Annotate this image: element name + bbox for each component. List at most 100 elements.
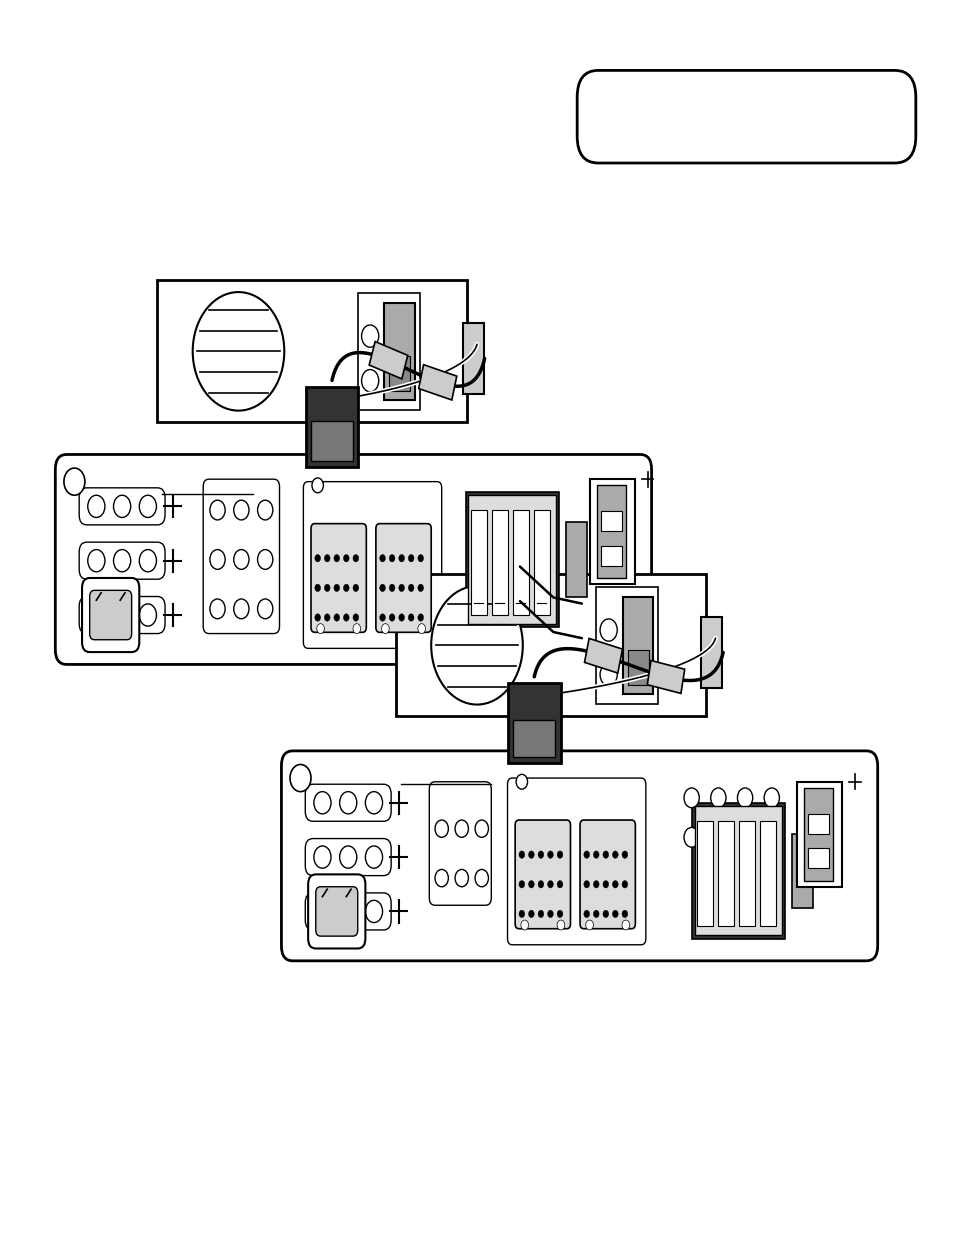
Circle shape xyxy=(417,624,425,634)
Bar xyxy=(803,788,832,881)
Circle shape xyxy=(210,500,225,520)
Circle shape xyxy=(593,851,598,858)
Circle shape xyxy=(475,820,488,837)
Circle shape xyxy=(528,851,534,858)
Circle shape xyxy=(557,881,562,888)
Bar xyxy=(600,511,621,531)
Circle shape xyxy=(417,614,423,621)
Circle shape xyxy=(612,910,618,918)
FancyBboxPatch shape xyxy=(82,578,139,652)
Circle shape xyxy=(339,792,356,814)
Circle shape xyxy=(737,788,752,808)
Circle shape xyxy=(314,792,331,814)
Circle shape xyxy=(353,584,358,592)
Circle shape xyxy=(398,614,404,621)
Circle shape xyxy=(324,584,330,592)
Circle shape xyxy=(583,851,589,858)
Circle shape xyxy=(398,584,404,592)
Circle shape xyxy=(547,851,553,858)
Circle shape xyxy=(683,827,699,847)
Circle shape xyxy=(193,293,284,410)
Circle shape xyxy=(353,614,358,621)
Circle shape xyxy=(257,500,273,520)
FancyBboxPatch shape xyxy=(577,70,915,163)
Circle shape xyxy=(233,550,249,569)
Circle shape xyxy=(88,604,105,626)
Circle shape xyxy=(334,555,339,562)
Bar xyxy=(597,485,625,578)
Bar xyxy=(584,638,621,673)
Circle shape xyxy=(398,555,404,562)
FancyBboxPatch shape xyxy=(303,482,441,648)
Circle shape xyxy=(343,584,349,592)
Circle shape xyxy=(520,920,528,930)
Circle shape xyxy=(593,910,598,918)
Circle shape xyxy=(353,555,358,562)
Circle shape xyxy=(612,851,618,858)
Circle shape xyxy=(361,369,378,391)
Circle shape xyxy=(621,881,627,888)
Circle shape xyxy=(312,478,323,493)
FancyBboxPatch shape xyxy=(429,782,491,905)
Circle shape xyxy=(435,820,448,837)
Circle shape xyxy=(314,584,320,592)
Circle shape xyxy=(455,869,468,887)
Bar xyxy=(389,356,410,391)
Circle shape xyxy=(518,851,524,858)
Circle shape xyxy=(557,920,564,930)
Circle shape xyxy=(324,555,330,562)
Circle shape xyxy=(88,550,105,572)
Circle shape xyxy=(314,900,331,923)
Bar xyxy=(395,574,705,716)
Circle shape xyxy=(379,614,385,621)
Circle shape xyxy=(455,820,468,837)
Circle shape xyxy=(139,550,156,572)
Circle shape xyxy=(547,881,553,888)
Circle shape xyxy=(417,555,423,562)
Circle shape xyxy=(537,851,543,858)
Circle shape xyxy=(417,584,423,592)
Circle shape xyxy=(365,792,382,814)
Circle shape xyxy=(612,881,618,888)
Circle shape xyxy=(316,624,324,634)
Circle shape xyxy=(334,614,339,621)
Circle shape xyxy=(408,614,414,621)
Circle shape xyxy=(602,881,608,888)
Bar xyxy=(622,597,653,694)
Circle shape xyxy=(64,468,85,495)
Bar xyxy=(305,387,357,467)
Bar xyxy=(534,510,549,615)
Circle shape xyxy=(139,604,156,626)
Circle shape xyxy=(602,910,608,918)
Bar xyxy=(492,510,507,615)
Circle shape xyxy=(233,500,249,520)
FancyBboxPatch shape xyxy=(305,784,391,821)
Circle shape xyxy=(353,624,360,634)
Circle shape xyxy=(381,624,389,634)
Bar xyxy=(694,806,781,935)
Circle shape xyxy=(621,920,629,930)
Circle shape xyxy=(528,910,534,918)
Circle shape xyxy=(585,920,593,930)
Circle shape xyxy=(233,599,249,619)
Circle shape xyxy=(210,550,225,569)
Circle shape xyxy=(408,584,414,592)
Bar xyxy=(310,420,353,461)
Circle shape xyxy=(314,555,320,562)
Circle shape xyxy=(537,910,543,918)
FancyBboxPatch shape xyxy=(55,454,651,664)
Circle shape xyxy=(602,851,608,858)
Circle shape xyxy=(343,614,349,621)
Bar xyxy=(468,495,556,624)
Circle shape xyxy=(365,846,382,868)
Circle shape xyxy=(537,881,543,888)
Circle shape xyxy=(599,663,617,685)
Circle shape xyxy=(210,599,225,619)
FancyBboxPatch shape xyxy=(90,590,132,640)
FancyBboxPatch shape xyxy=(507,778,645,945)
Bar xyxy=(791,834,812,908)
Bar xyxy=(462,322,483,394)
Circle shape xyxy=(516,774,527,789)
Circle shape xyxy=(621,851,627,858)
FancyBboxPatch shape xyxy=(281,751,877,961)
